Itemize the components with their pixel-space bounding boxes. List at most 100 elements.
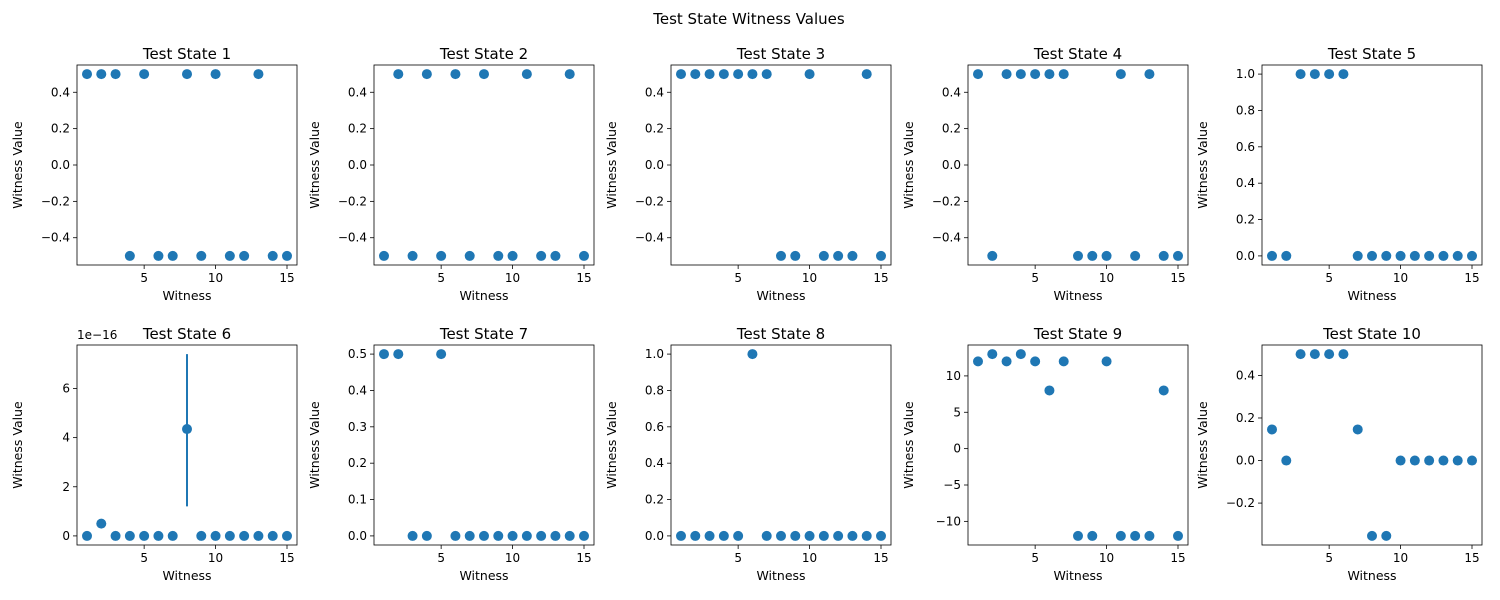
data-point	[761, 530, 772, 541]
x-tick-label: 10	[208, 271, 223, 285]
y-tick-label: 6	[62, 381, 70, 395]
y-tick-label: 0.0	[942, 158, 961, 172]
subplot-title: Test State 10	[1322, 325, 1421, 343]
data-point	[167, 530, 178, 541]
data-point	[579, 530, 589, 541]
x-tick-label: 15	[873, 551, 888, 565]
y-axis-label: Witness Value	[10, 401, 25, 489]
data-point	[564, 69, 575, 80]
data-point	[139, 69, 150, 80]
figure-title: Test State Witness Values	[652, 10, 845, 28]
axes-frame	[670, 64, 892, 266]
x-axis-label: Witness	[756, 288, 805, 303]
data-point	[1115, 69, 1126, 80]
data-point	[704, 69, 715, 80]
axes-frame	[1261, 344, 1483, 546]
x-tick-label: 15	[576, 271, 591, 285]
data-point	[82, 69, 92, 80]
data-point	[1295, 349, 1306, 360]
data-point	[1058, 69, 1069, 80]
y-tick-label: 0.0	[645, 529, 664, 543]
data-point	[718, 69, 729, 80]
data-point	[1030, 69, 1041, 80]
y-tick-label: 0	[953, 442, 961, 456]
data-point	[110, 530, 121, 541]
data-point	[1087, 250, 1098, 261]
x-tick-label: 15	[1170, 271, 1185, 285]
x-tick-label: 15	[576, 551, 591, 565]
data-point	[1438, 250, 1449, 261]
axes-frame	[967, 344, 1189, 546]
data-point	[507, 530, 518, 541]
y-tick-label: −0.2	[635, 194, 664, 208]
data-point	[96, 69, 107, 80]
data-point	[196, 250, 207, 261]
data-point	[747, 69, 758, 80]
data-point	[450, 69, 461, 80]
data-point	[818, 530, 829, 541]
data-point	[267, 530, 278, 541]
subplot-4: Test State 4 5 10 15 −0.4 −0.2 0.0 0.2 0.4 Witnes…	[901, 45, 1189, 303]
data-point	[1409, 455, 1420, 466]
x-tick-label: 10	[1099, 271, 1114, 285]
data-point	[479, 530, 489, 541]
data-point	[1352, 424, 1363, 435]
y-tick-label: −0.2	[932, 194, 961, 208]
data-point	[676, 69, 686, 80]
data-point	[987, 349, 998, 360]
y-tick-label: 0.8	[1236, 103, 1255, 117]
x-tick-label: 10	[208, 551, 223, 565]
data-point	[1144, 69, 1155, 80]
data-point	[379, 250, 389, 261]
data-point	[804, 69, 815, 80]
data-point	[1130, 530, 1141, 541]
data-point	[1424, 250, 1435, 261]
x-tick-label: 5	[140, 551, 148, 565]
data-point	[536, 250, 547, 261]
data-point	[1338, 69, 1349, 80]
x-tick-label: 15	[279, 271, 294, 285]
data-point	[1467, 455, 1477, 466]
y-tick-label: 5	[953, 405, 961, 419]
x-tick-label: 5	[437, 551, 445, 565]
data-point	[1030, 356, 1041, 367]
y-scale-label: 1e−16	[77, 328, 117, 342]
subplot-10: Test State 10 5 10 15 −0.2 0.0 0.2 0.4 Witness Wi…	[1195, 325, 1483, 583]
subplot-6: Test State 6 5 10 15 0 2 4 6 Witness Witness Valu…	[10, 325, 298, 583]
data-point	[747, 349, 758, 360]
data-point	[1352, 250, 1363, 261]
y-tick-label: 0.4	[942, 85, 961, 99]
data-point	[521, 69, 532, 80]
data-point	[1309, 69, 1320, 80]
subplot-title: Test State 2	[439, 45, 528, 63]
x-tick-label: 5	[1031, 271, 1039, 285]
data-point	[1087, 530, 1098, 541]
y-tick-label: −0.2	[41, 194, 70, 208]
y-axis-label: Witness Value	[1195, 121, 1210, 209]
y-axis-label: Witness Value	[604, 401, 619, 489]
data-point	[82, 530, 92, 541]
x-tick-label: 10	[1393, 271, 1408, 285]
y-tick-label: 0.4	[348, 85, 367, 99]
data-point	[847, 530, 858, 541]
y-tick-label: 0.2	[645, 493, 664, 507]
data-point	[1044, 385, 1055, 396]
y-tick-label: 0.0	[51, 158, 70, 172]
x-axis-label: Witness	[162, 288, 211, 303]
data-point	[1101, 356, 1112, 367]
y-axis-label: Witness Value	[1195, 401, 1210, 489]
data-point	[833, 250, 844, 261]
data-point	[1367, 530, 1377, 541]
data-point	[987, 250, 998, 261]
data-point	[804, 530, 815, 541]
y-tick-label: 0.0	[348, 529, 367, 543]
data-point	[861, 530, 872, 541]
data-point	[436, 250, 447, 261]
axes-frame	[76, 344, 298, 546]
data-point	[1452, 455, 1463, 466]
y-tick-label: 0	[62, 529, 70, 543]
y-axis-label: Witness Value	[901, 121, 916, 209]
y-tick-label: 0.6	[645, 420, 664, 434]
data-point	[110, 69, 121, 80]
